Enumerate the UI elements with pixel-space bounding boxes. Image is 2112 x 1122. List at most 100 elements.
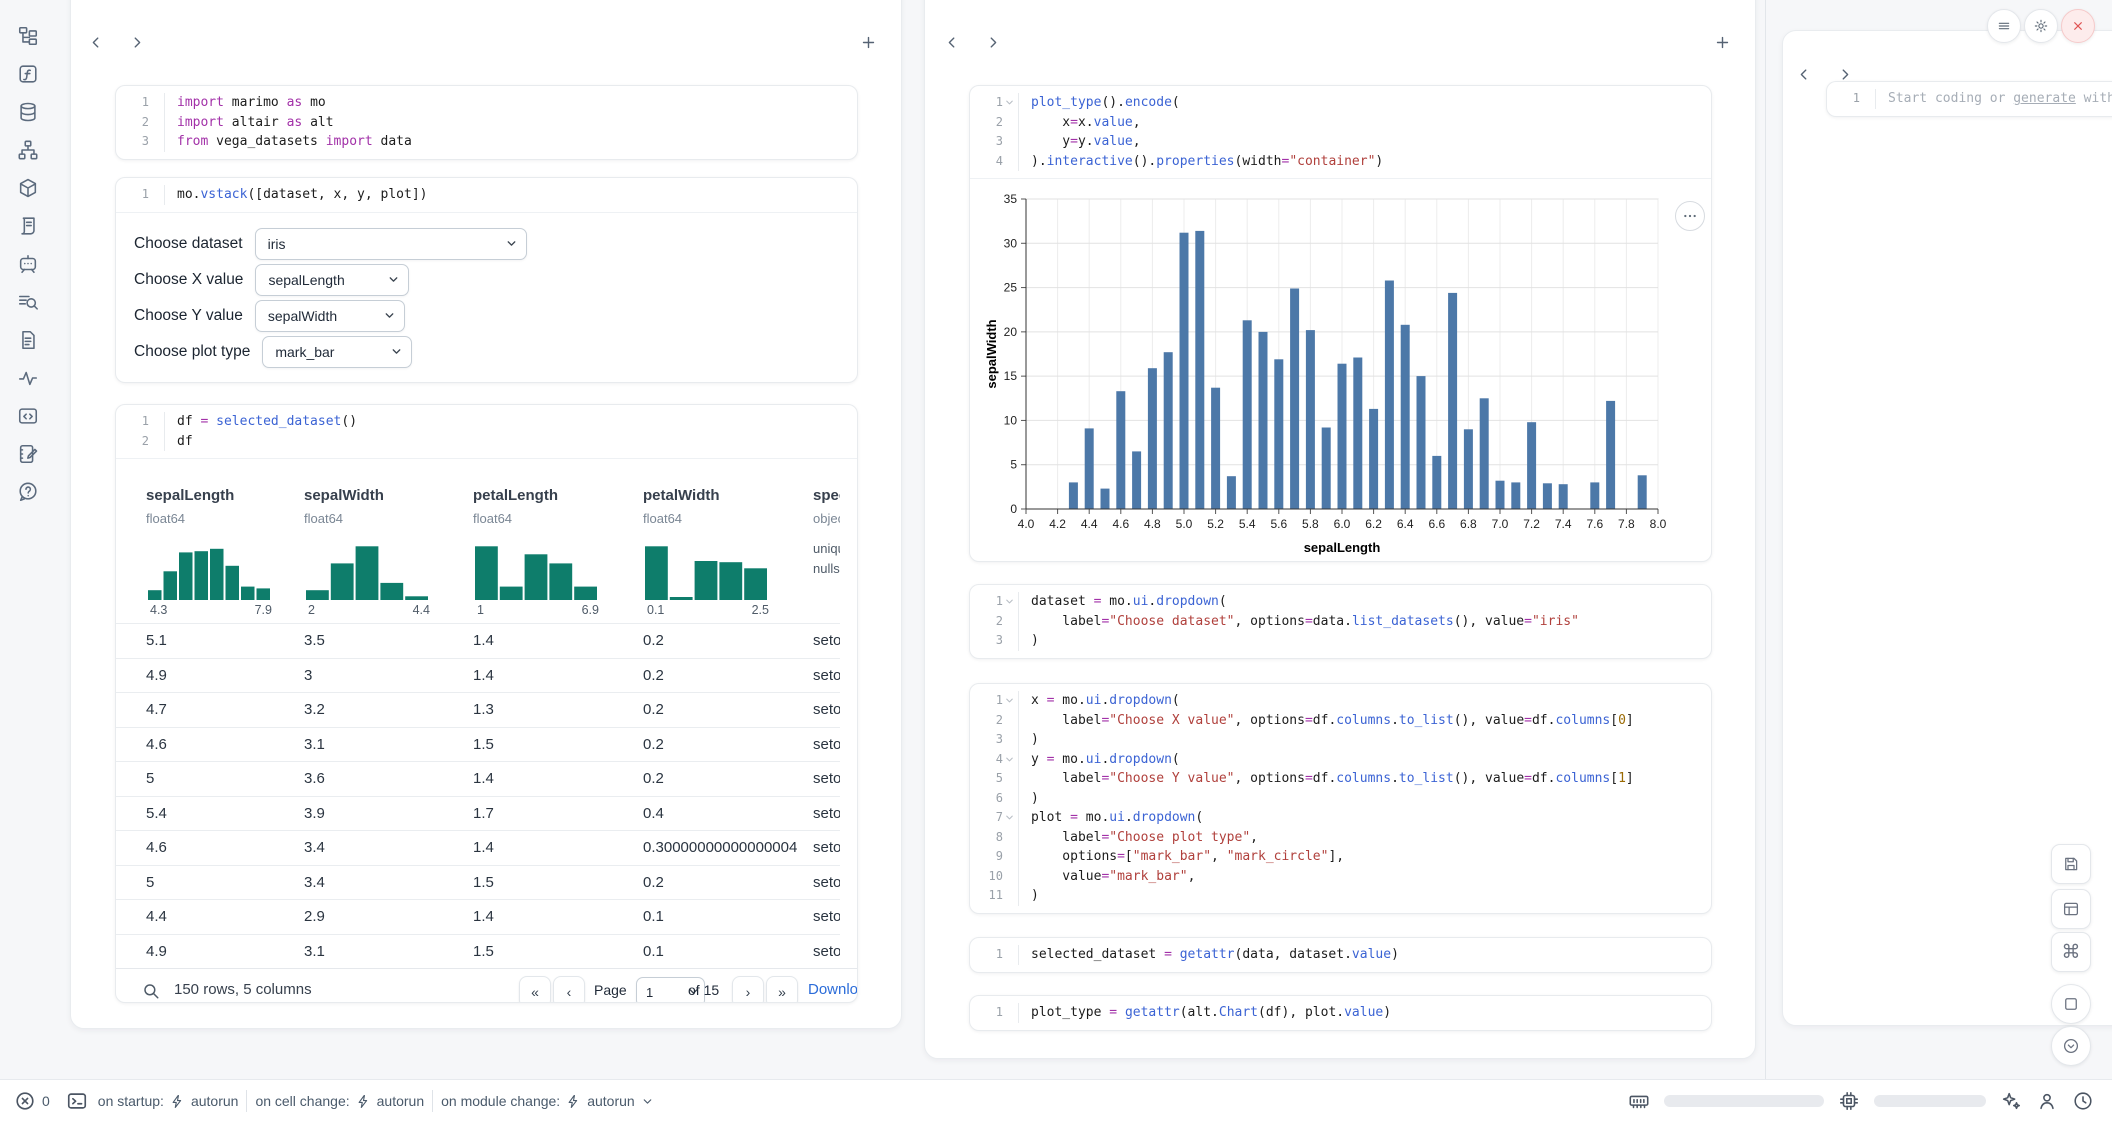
run-config-2[interactable]: on module change:autorun [441,1093,654,1109]
shutdown-button[interactable] [2061,9,2095,43]
logs-icon[interactable] [16,214,40,238]
search-icon[interactable] [16,290,40,314]
window-button[interactable] [2051,984,2091,1024]
error-indicator[interactable]: 0 [14,1090,50,1112]
dropdown-choose-plot-type[interactable]: mark_bar [262,336,412,368]
prev-page-button[interactable]: ‹ [553,976,585,1003]
svg-text:8.0: 8.0 [1650,517,1667,531]
column-move-right-icon[interactable] [981,31,1003,53]
svg-text:6.4: 6.4 [1397,517,1414,531]
table-layout-button[interactable] [2051,889,2091,929]
column-histogram [475,539,597,605]
code-editor-placeholder[interactable]: 1Start coding or generate with [1827,82,2112,116]
code-editor[interactable]: 1mo.vstack([dataset, x, y, plot]) [116,178,857,212]
table-cell: 5.1 [146,632,167,649]
download-button[interactable]: Download [808,981,858,998]
table-row[interactable]: 4.73.21.30.2setosa [116,692,840,727]
scratchpad-icon[interactable] [16,442,40,466]
table-row[interactable]: 4.931.40.2setosa [116,658,840,693]
table-row[interactable]: 4.93.11.50.1setosa [116,934,840,969]
table-footer: 150 rows, 5 columns « ‹ Page 1 of 15 › »… [116,968,857,1003]
column-move-left-icon[interactable] [85,31,107,53]
column-move-right-icon[interactable] [125,31,147,53]
fold-icon[interactable] [1003,595,1016,608]
column-move-left-icon[interactable] [941,31,963,53]
terminal-icon[interactable] [66,1090,88,1112]
code-editor[interactable]: 1import marimo as mo2import altair as al… [116,86,857,159]
table-row[interactable]: 4.63.41.40.30000000000000004setosa [116,830,840,865]
bolt-icon [356,1094,371,1109]
table-row[interactable]: 53.41.50.2setosa [116,865,840,900]
save-button[interactable] [2051,844,2091,884]
table-row[interactable]: 53.61.40.2setosa [116,761,840,796]
fold-icon[interactable] [1003,753,1016,766]
column-divider[interactable] [1765,0,1766,1080]
circle-x-icon [14,1090,36,1112]
chat-icon[interactable] [16,252,40,276]
file-tree-icon[interactable] [16,24,40,48]
code-editor[interactable]: 1x = mo.ui.dropdown(2 label="Choose X va… [970,684,1711,913]
code-line: 1x = mo.ui.dropdown( [970,691,1711,711]
next-page-button[interactable]: › [732,976,764,1003]
column-header[interactable]: species [813,487,840,504]
code-editor[interactable]: 1selected_dataset = getattr(data, datase… [970,938,1711,972]
fold-icon[interactable] [1003,96,1016,109]
run-config-1[interactable]: on cell change:autorun [255,1093,424,1109]
table-row[interactable]: 5.13.51.40.2setosa [116,623,840,658]
column-header[interactable]: petalLength [473,487,558,504]
chevron-down-icon [383,309,396,322]
packages-icon[interactable] [16,176,40,200]
command-button[interactable]: ⌘ [2051,932,2091,972]
database-icon[interactable] [16,100,40,124]
cpu-icon [1838,1090,1860,1112]
bar-chart[interactable]: 4.04.24.44.64.85.05.25.45.65.86.06.26.46… [984,187,1684,562]
clock-icon[interactable] [2072,1090,2094,1112]
column-header[interactable]: sepalWidth [304,487,384,504]
settings-button[interactable] [2024,9,2058,43]
scroll-down-button[interactable] [2051,1026,2091,1066]
tracing-icon[interactable] [16,366,40,390]
code-cell-selected-dataset: 1selected_dataset = getattr(data, datase… [969,937,1712,973]
control-row: Choose X valuesepalLength [116,265,857,295]
error-count: 0 [42,1093,50,1109]
fold-icon[interactable] [1003,694,1016,707]
column-move-left-icon[interactable] [1793,63,1815,85]
svg-text:sepalLength: sepalLength [1304,540,1381,555]
dataframe-table: sepalLengthfloat644.37.9sepalWidthfloat6… [116,459,840,968]
add-cell-icon[interactable] [857,31,879,53]
code-editor[interactable]: 1dataset = mo.ui.dropdown(2 label="Choos… [970,585,1711,658]
chart-actions-button[interactable] [1675,201,1705,231]
add-cell-icon[interactable] [1711,31,1733,53]
user-feedback-icon[interactable] [2036,1090,2058,1112]
code-editor[interactable]: 1plot_type = getattr(alt.Chart(df), plot… [970,996,1711,1030]
last-page-button[interactable]: » [766,976,798,1003]
help-icon[interactable] [16,480,40,504]
documentation-icon[interactable] [16,328,40,352]
svg-text:4.2: 4.2 [1049,517,1066,531]
dropdown-choose-y-value[interactable]: sepalWidth [255,300,405,332]
table-row[interactable]: 5.43.91.70.4setosa [116,796,840,831]
functions-icon[interactable] [16,62,40,86]
column-header[interactable]: sepalLength [146,487,234,504]
dropdown-choose-x-value[interactable]: sepalLength [255,264,409,296]
code-editor[interactable]: 1df = selected_dataset()2df [116,405,857,458]
fold-icon[interactable] [1003,811,1016,824]
code-cell-plot: 1plot_type().encode(2 x=x.value,3 y=y.va… [969,85,1712,562]
table-row[interactable]: 4.63.11.50.2setosa [116,727,840,762]
first-page-button[interactable]: « [519,976,551,1003]
menu-button[interactable] [1987,9,2021,43]
fold-spacer [1003,135,1016,148]
run-config-0[interactable]: on startup:autorun [98,1093,239,1109]
code-editor[interactable]: 1plot_type().encode(2 x=x.value,3 y=y.va… [970,86,1711,178]
table-row[interactable]: 4.42.91.40.1setosa [116,899,840,934]
column-header[interactable]: petalWidth [643,487,720,504]
table-cell: 0.30000000000000004 [643,839,797,856]
svg-text:7.2: 7.2 [1523,517,1540,531]
search-icon[interactable] [142,982,160,1000]
table-cell: 1.3 [473,701,494,718]
snippets-icon[interactable] [16,404,40,428]
code-line: 1Start coding or generate with [1827,89,2112,109]
dependency-graph-icon[interactable] [16,138,40,162]
sparkles-icon[interactable] [2000,1090,2022,1112]
dropdown-choose-dataset[interactable]: iris [255,228,527,260]
